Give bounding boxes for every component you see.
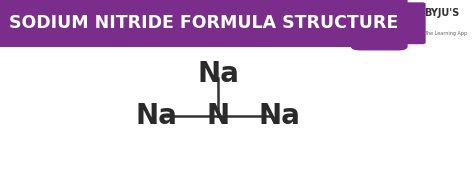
FancyBboxPatch shape [351,0,408,50]
Text: SODIUM NITRIDE FORMULA STRUCTURE: SODIUM NITRIDE FORMULA STRUCTURE [9,14,399,32]
Text: N: N [207,102,229,130]
Text: BYJU'S: BYJU'S [424,8,459,18]
FancyBboxPatch shape [0,0,384,47]
FancyBboxPatch shape [391,2,426,44]
Text: Na: Na [197,60,239,88]
Text: Na: Na [259,102,301,130]
Text: The Learning App: The Learning App [424,31,467,36]
Text: Na: Na [136,102,177,130]
